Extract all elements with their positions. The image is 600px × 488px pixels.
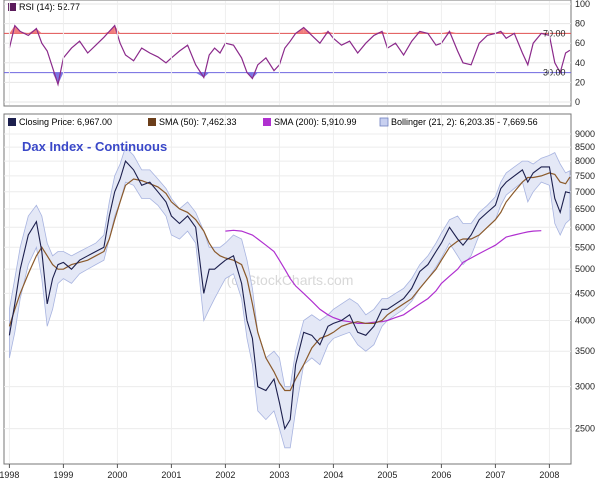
x-tick-label: 2003: [269, 470, 289, 480]
legend-sma50: SMA (50): 7,462.33: [159, 117, 237, 127]
price-y-tick-label: 6500: [575, 204, 595, 214]
bollinger-band: [9, 146, 571, 449]
rsi-y-tick-label: 40: [575, 58, 585, 68]
price-y-tick-label: 7500: [575, 171, 595, 181]
rsi-y-tick-label: 0: [575, 97, 580, 107]
chart-title: Dax Index - Continuous: [22, 139, 167, 154]
price-legend: Closing Price: 6,967.00 SMA (50): 7,462.…: [8, 117, 538, 127]
rsi-y-tick-label: 20: [575, 77, 585, 87]
rsi-y-tick-label: 60: [575, 38, 585, 48]
legend-closing: Closing Price: 6,967.00: [19, 117, 112, 127]
x-tick-label: 2006: [431, 470, 451, 480]
rsi-oversold-label: 30.00: [543, 68, 566, 78]
rsi-y-tick-label: 80: [575, 19, 585, 29]
rsi-line: [8, 24, 571, 87]
x-tick-label: 2004: [323, 470, 343, 480]
price-y-tick-label: 3500: [575, 346, 595, 356]
price-y-tick-label: 8000: [575, 156, 595, 166]
rsi-legend-label: RSI (14): 52.77: [19, 2, 80, 12]
price-y-ticks: 9000 8500 8000 7500 7000 6500 6000 5500 5000 4500…: [575, 129, 595, 434]
price-y-tick-label: 6000: [575, 222, 595, 232]
rsi-legend-swatch: [8, 3, 16, 11]
rsi-extreme-fill: [449, 31, 458, 34]
rsi-extreme-fill: [28, 28, 37, 34]
legend-swatch-closing: [8, 118, 16, 126]
price-y-tick-label: 4500: [575, 288, 595, 298]
legend-swatch-sma200: [263, 118, 271, 126]
rsi-panel-frame: [3, 0, 572, 107]
x-tick-label: 1998: [0, 470, 19, 480]
price-y-tick-label: 5000: [575, 264, 595, 274]
sma200-line: [225, 229, 542, 324]
rsi-y-tick-label: 100: [575, 0, 590, 9]
x-tick-label: 2002: [215, 470, 235, 480]
price-y-tick-label: 7000: [575, 187, 595, 197]
x-tick-label: 2005: [377, 470, 397, 480]
x-tick-label: 1999: [53, 470, 73, 480]
sma50-line: [8, 172, 571, 392]
price-grid: [4, 1, 571, 463]
price-y-tick-label: 4000: [575, 316, 595, 326]
rsi-extreme-fill: [382, 31, 388, 34]
x-tick-label: 2000: [107, 470, 127, 480]
legend-swatch-bollinger: [379, 117, 389, 127]
price-panel: (c) StockCharts.com 9000 8500 8000 7500 7000…: [3, 1, 595, 465]
price-y-tick-label: 3000: [575, 382, 595, 392]
legend-sma200: SMA (200): 5,910.99: [274, 117, 357, 127]
legend-swatch-sma50: [148, 118, 156, 126]
rsi-panel: 100 80 60 40 20 0 70.00 30.00 RSI (14): 52.77: [3, 0, 590, 107]
x-axis-ticks: 1998 1999 2000 2001 2002 2003 2004 2005 2006 2007…: [0, 464, 559, 480]
legend-bollinger: Bollinger (21, 2): 6,203.35 - 7,669.56: [391, 117, 538, 127]
x-tick-label: 2008: [539, 470, 559, 480]
rsi-overbought-label: 70.00: [543, 28, 566, 38]
closing-price-line: [8, 160, 571, 431]
price-y-tick-label: 8500: [575, 142, 595, 152]
price-y-tick-label: 2500: [575, 424, 595, 434]
price-y-tick-label: 5500: [575, 242, 595, 252]
watermark: (c) StockCharts.com: [227, 272, 354, 288]
price-y-tick-label: 9000: [575, 129, 595, 139]
x-tick-label: 2007: [485, 470, 505, 480]
rsi-extreme-fill: [319, 31, 328, 34]
rsi-y-ticks: 100 80 60 40 20 0: [575, 0, 590, 107]
rsi-extreme-fill: [441, 31, 450, 34]
x-tick-label: 2001: [161, 470, 181, 480]
